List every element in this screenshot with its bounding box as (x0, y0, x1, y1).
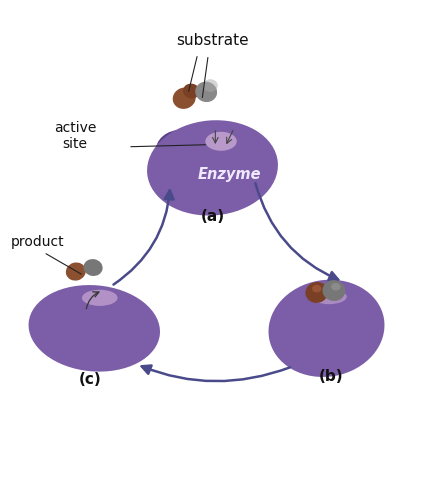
Text: (a): (a) (201, 209, 224, 224)
Ellipse shape (66, 262, 86, 280)
Ellipse shape (83, 259, 103, 276)
Ellipse shape (156, 130, 212, 176)
Ellipse shape (82, 290, 118, 306)
Ellipse shape (269, 279, 385, 377)
Ellipse shape (306, 282, 328, 303)
Ellipse shape (312, 285, 322, 292)
Text: Enzyme: Enzyme (198, 167, 261, 182)
Ellipse shape (42, 299, 91, 336)
Text: substrate: substrate (176, 32, 249, 48)
Ellipse shape (183, 84, 200, 98)
Text: (b): (b) (318, 369, 343, 384)
Text: product: product (11, 235, 64, 249)
Ellipse shape (28, 285, 160, 371)
Ellipse shape (205, 132, 237, 151)
Ellipse shape (173, 88, 196, 109)
Ellipse shape (331, 283, 340, 291)
Ellipse shape (323, 280, 345, 301)
Ellipse shape (203, 79, 218, 92)
Text: (c): (c) (79, 371, 102, 387)
Text: active
site: active site (54, 121, 96, 152)
Ellipse shape (147, 120, 278, 215)
Ellipse shape (195, 82, 217, 102)
Ellipse shape (311, 289, 347, 304)
Ellipse shape (281, 289, 332, 330)
